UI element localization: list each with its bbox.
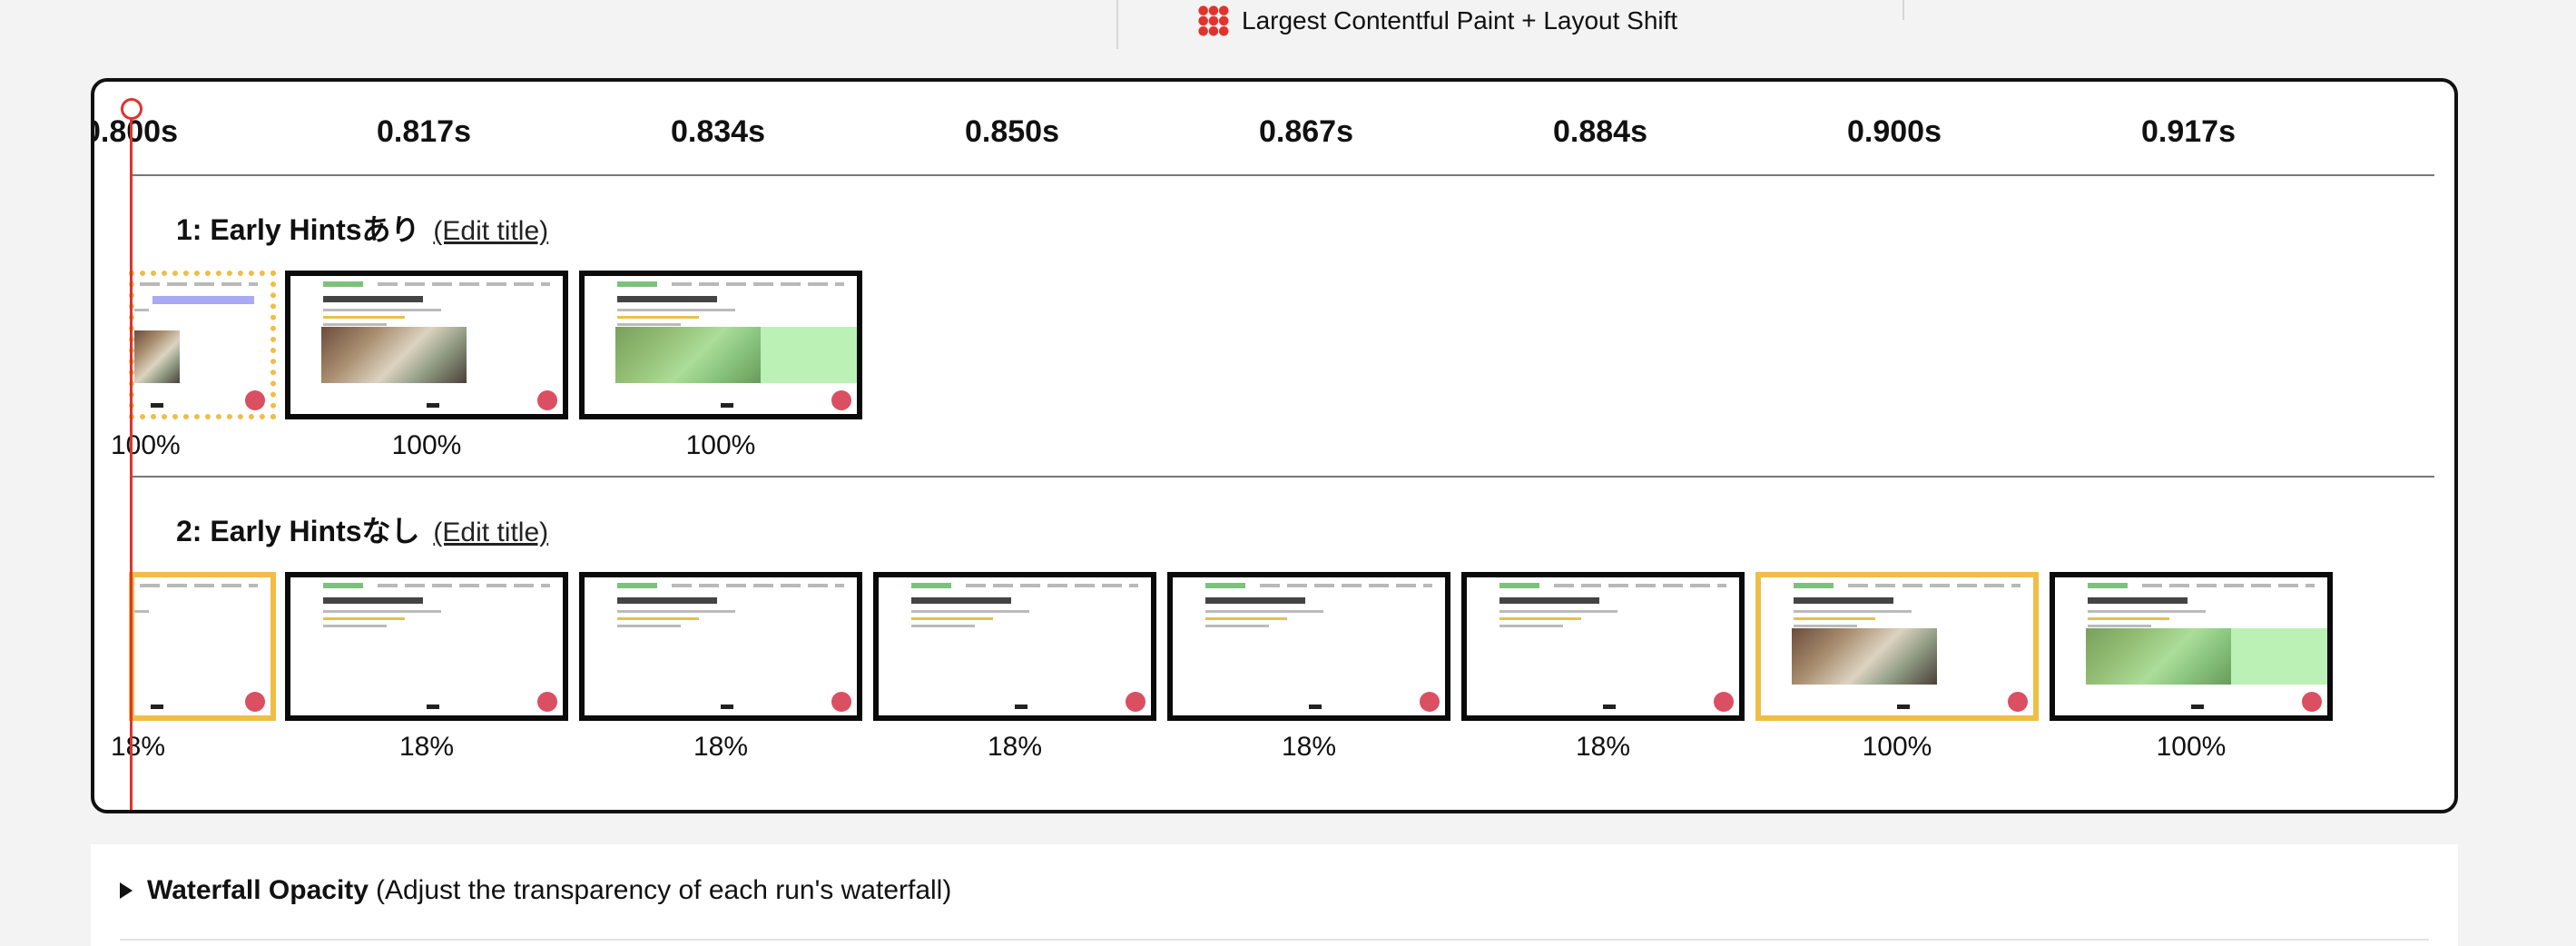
filmstrip-frame[interactable] xyxy=(2050,572,2333,721)
time-tick: 0.917s xyxy=(2141,114,2236,149)
frame-screenshot xyxy=(290,276,563,414)
filmstrip-frame[interactable] xyxy=(1755,572,2039,721)
playhead-line[interactable] xyxy=(130,107,133,810)
visual-progress-label: 18% xyxy=(111,732,166,762)
time-tick: 0.867s xyxy=(1259,114,1353,149)
visual-progress-label: 18% xyxy=(1281,732,1337,762)
frame-screenshot xyxy=(134,577,270,715)
chat-fab-icon xyxy=(2008,692,2028,712)
edit-title-link[interactable]: (Edit title) xyxy=(433,216,549,246)
filmstrip-frame[interactable] xyxy=(129,572,276,721)
filmstrip-frame[interactable] xyxy=(579,271,862,419)
run-title-text: 2: Early Hintsなし xyxy=(176,515,420,547)
chat-fab-icon xyxy=(537,390,557,410)
visual-progress-label: 18% xyxy=(693,732,749,762)
frame-screenshot xyxy=(134,276,270,414)
waterfall-opacity-section: Waterfall Opacity (Adjust the transparen… xyxy=(91,844,2458,946)
time-tick: 0.884s xyxy=(1553,114,1647,149)
disclosure-triangle-icon xyxy=(120,882,133,899)
visual-progress-label: 18% xyxy=(398,732,455,762)
filmstrip-frame[interactable] xyxy=(285,271,568,419)
frame-screenshot xyxy=(290,577,563,715)
legend-lcp-layout-shift: Largest Contentful Paint + Layout Shift xyxy=(1198,4,1677,38)
chat-fab-icon xyxy=(1714,692,1734,712)
run-2-title: 2: Early Hintsなし (Edit title) xyxy=(176,508,548,550)
visual-progress-label: 18% xyxy=(987,732,1043,762)
waterfall-opacity-description: (Adjust the transparency of each run's w… xyxy=(375,875,952,905)
filmstrip-frame[interactable] xyxy=(1461,572,1745,721)
time-tick: 0.817s xyxy=(377,114,471,149)
frame-screenshot xyxy=(585,577,857,715)
filmstrip-frame[interactable] xyxy=(579,572,862,721)
chat-fab-icon xyxy=(831,390,851,410)
top-legend-bar: Largest Contentful Paint + Layout Shift xyxy=(0,0,2576,53)
run-divider xyxy=(131,476,2434,478)
divider xyxy=(1116,0,1118,49)
chat-fab-icon xyxy=(1420,692,1440,712)
visual-progress-label: 100% xyxy=(1862,732,1932,762)
frame-screenshot xyxy=(1467,577,1739,715)
filmstrip-frame[interactable] xyxy=(129,271,276,419)
frame-screenshot xyxy=(585,276,857,414)
chat-fab-icon xyxy=(537,692,557,712)
frame-screenshot xyxy=(879,577,1151,715)
run-title-text: 1: Early Hintsあり xyxy=(176,213,420,246)
filmstrip-panel: 0.800s 0.817s 0.834s 0.850s 0.867s 0.884… xyxy=(91,78,2458,813)
visual-progress-label: 100% xyxy=(685,430,756,460)
edit-title-link[interactable]: (Edit title) xyxy=(433,517,549,547)
divider xyxy=(1903,0,1904,20)
chat-fab-icon xyxy=(1126,692,1145,712)
frame-screenshot xyxy=(1173,577,1445,715)
chat-fab-icon xyxy=(831,692,851,712)
time-tick: 0.900s xyxy=(1847,114,1942,149)
chat-fab-icon xyxy=(2302,692,2322,712)
time-tick: 0.834s xyxy=(671,114,765,149)
waterfall-opacity-label: Waterfall Opacity xyxy=(147,875,369,905)
legend-lcp-label: Largest Contentful Paint + Layout Shift xyxy=(1242,6,1678,34)
divider xyxy=(120,939,2429,941)
waterfall-opacity-toggle[interactable]: Waterfall Opacity (Adjust the transparen… xyxy=(120,875,951,906)
visual-progress-label: 100% xyxy=(2156,732,2227,762)
filmstrip-frame[interactable] xyxy=(285,572,568,721)
chat-fab-icon xyxy=(245,390,265,410)
time-axis: 0.800s 0.817s 0.834s 0.850s 0.867s 0.884… xyxy=(94,82,2434,176)
frame-screenshot xyxy=(1761,577,2033,715)
filmstrip-frame[interactable] xyxy=(1167,572,1450,721)
run-1-title: 1: Early Hintsあり (Edit title) xyxy=(176,207,548,249)
lcp-dotted-swatch-icon xyxy=(1198,5,1229,36)
filmstrip-frame[interactable] xyxy=(873,572,1156,721)
playhead-handle-icon[interactable] xyxy=(121,98,143,120)
time-tick: 0.800s xyxy=(91,114,178,149)
frame-screenshot xyxy=(2055,577,2327,715)
chat-fab-icon xyxy=(245,692,265,712)
visual-progress-label: 100% xyxy=(391,430,462,460)
visual-progress-label: 100% xyxy=(111,430,181,460)
time-tick: 0.850s xyxy=(965,114,1059,149)
visual-progress-label: 18% xyxy=(1575,732,1631,762)
